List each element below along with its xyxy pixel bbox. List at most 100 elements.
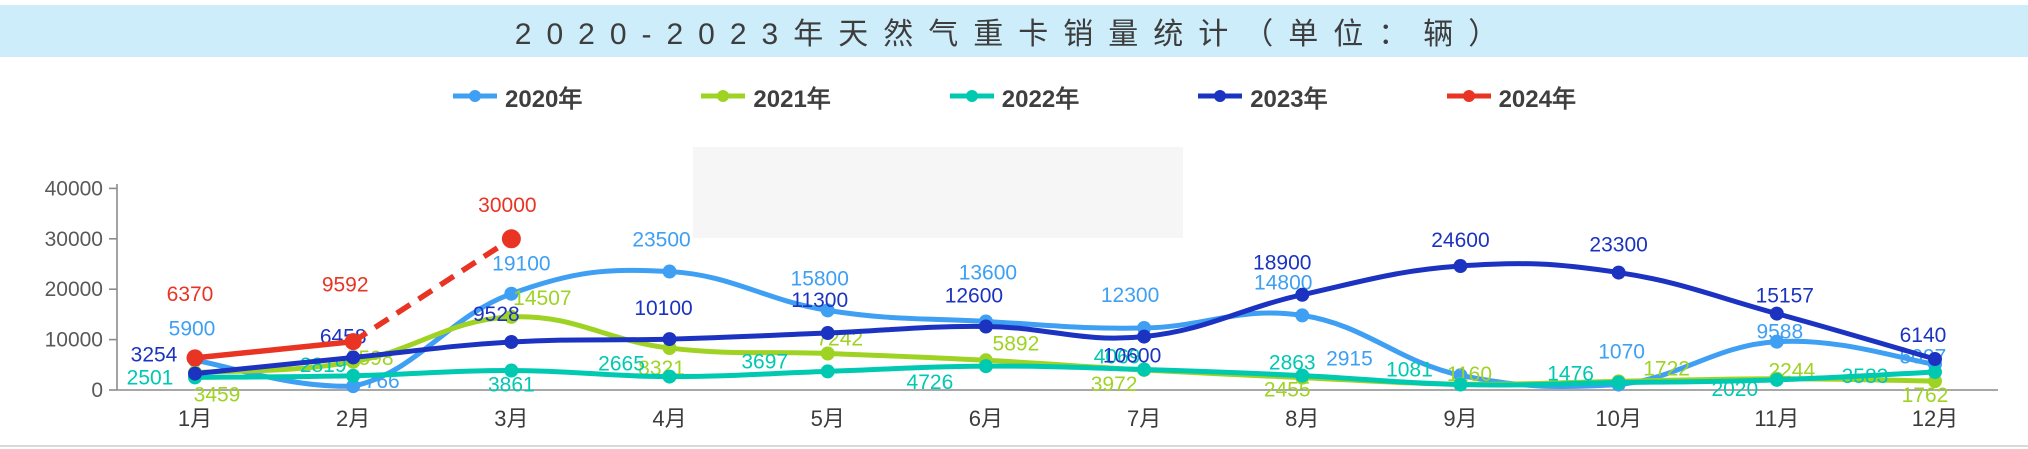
data-label: 3972 (1091, 373, 1138, 396)
y-tick-label: 10000 (45, 329, 103, 352)
data-label: 15157 (1756, 285, 1814, 308)
data-label: 3254 (131, 344, 178, 367)
series-line (192, 261, 1938, 377)
data-point (1295, 287, 1310, 302)
legend-label: 2023年 (1250, 85, 1328, 113)
data-point (346, 368, 361, 383)
data-point (1927, 364, 1942, 379)
legend-label: 2020年 (505, 85, 583, 113)
page-title: 2020-2023年天然气重卡销量统计（单位：辆） (514, 18, 1514, 51)
data-label: 9528 (473, 303, 520, 326)
data-point (662, 332, 677, 347)
bottom-divider (0, 445, 2028, 447)
data-label: 3861 (488, 374, 535, 397)
data-label: 12300 (1101, 284, 1159, 307)
data-point (1611, 265, 1626, 280)
title-banner: 2020-2023年天然气重卡销量统计（单位：辆） (0, 5, 2028, 57)
data-label: 14507 (513, 287, 571, 310)
y-tick-label: 20000 (45, 278, 103, 301)
data-point (1453, 377, 1468, 392)
data-label: 23500 (632, 229, 690, 252)
x-tick-label: 1月 (178, 406, 212, 431)
data-label: 11300 (791, 289, 848, 312)
series-2024年: 6370 9592 30000 (167, 194, 537, 367)
legend-marker-icon (1198, 90, 1243, 102)
x-tick-label: 11月 (1754, 406, 1799, 431)
legend-item-2022[interactable]: 2022年 (949, 79, 1079, 114)
chart-legend: 2020年 2021年 2022年 2023年 2024年 (0, 78, 2028, 114)
data-label: 13600 (959, 261, 1017, 284)
data-point (1295, 308, 1310, 323)
data-label: 4069 (1094, 345, 1141, 368)
data-label: 2863 (1269, 352, 1316, 375)
legend-item-2023[interactable]: 2023年 (1197, 79, 1328, 114)
data-label: 1722 (1643, 357, 1690, 380)
data-label: 30000 (478, 194, 536, 217)
data-label: 2501 (127, 366, 174, 389)
legend-marker-icon (453, 90, 498, 102)
data-point (504, 286, 519, 301)
data-point (501, 229, 521, 249)
x-tick-label: 9月 (1443, 406, 1477, 431)
series-line (192, 363, 1938, 388)
data-point (1927, 352, 1942, 367)
data-point (346, 350, 361, 365)
data-point (820, 364, 835, 379)
legend-label: 2024年 (1498, 85, 1576, 113)
data-label: 10100 (634, 297, 692, 320)
data-label: 15800 (791, 267, 849, 290)
data-point (820, 303, 835, 318)
y-tick-label: 0 (91, 379, 103, 402)
legend-item-2020[interactable]: 2020年 (452, 79, 582, 114)
data-point (344, 333, 362, 351)
data-label: 3459 (194, 384, 241, 407)
data-point (186, 349, 204, 367)
data-point (504, 334, 519, 349)
legend-marker-icon (701, 90, 746, 102)
x-tick-label: 12月 (1912, 406, 1958, 431)
data-label: 12600 (945, 284, 1003, 307)
data-label: 5892 (993, 332, 1040, 355)
data-label: 6370 (167, 283, 214, 306)
y-tick-label: 30000 (45, 228, 103, 251)
data-label: 6140 (1900, 324, 1947, 347)
x-tick-label: 7月 (1127, 406, 1161, 431)
data-label: 24600 (1431, 229, 1489, 252)
data-label: 10600 (1103, 345, 1161, 368)
x-tick-label: 8月 (1285, 406, 1319, 431)
data-point (1769, 334, 1784, 349)
data-point (346, 379, 361, 394)
data-point (188, 366, 202, 381)
data-label: 3697 (741, 350, 788, 373)
data-point (978, 319, 993, 334)
data-point (1295, 368, 1310, 383)
data-point (820, 346, 835, 361)
data-label: 1476 (1547, 363, 1594, 386)
legend-label: 2021年 (753, 85, 831, 113)
data-point (504, 309, 519, 324)
series-line-dashed (351, 236, 513, 344)
legend-item-2024[interactable]: 2024年 (1446, 79, 1576, 114)
data-label: 2020 (1711, 378, 1758, 401)
data-label: 4726 (907, 371, 954, 394)
data-point (978, 359, 993, 374)
data-label: 23300 (1589, 234, 1647, 257)
data-point (1611, 375, 1626, 390)
legend-item-2021[interactable]: 2021年 (700, 79, 831, 114)
watermark-patch (693, 147, 1183, 238)
data-point (1137, 329, 1152, 344)
data-label: 2665 (598, 353, 645, 376)
data-label: 3583 (1842, 365, 1889, 388)
data-point (1769, 372, 1784, 387)
axes: 0 10000 20000 30000 40000 1月 2月 3月 4月 5月 6月 7月 8月 9月 1… (45, 177, 1998, 431)
data-label: 18900 (1253, 252, 1311, 275)
data-point (1769, 306, 1784, 321)
data-label: 1081 (1386, 359, 1433, 382)
data-label: 1762 (1902, 384, 1949, 407)
x-tick-label: 4月 (652, 406, 686, 431)
data-label: 2455 (1264, 379, 1311, 402)
series-line-solid (194, 338, 354, 361)
data-point (662, 369, 677, 384)
